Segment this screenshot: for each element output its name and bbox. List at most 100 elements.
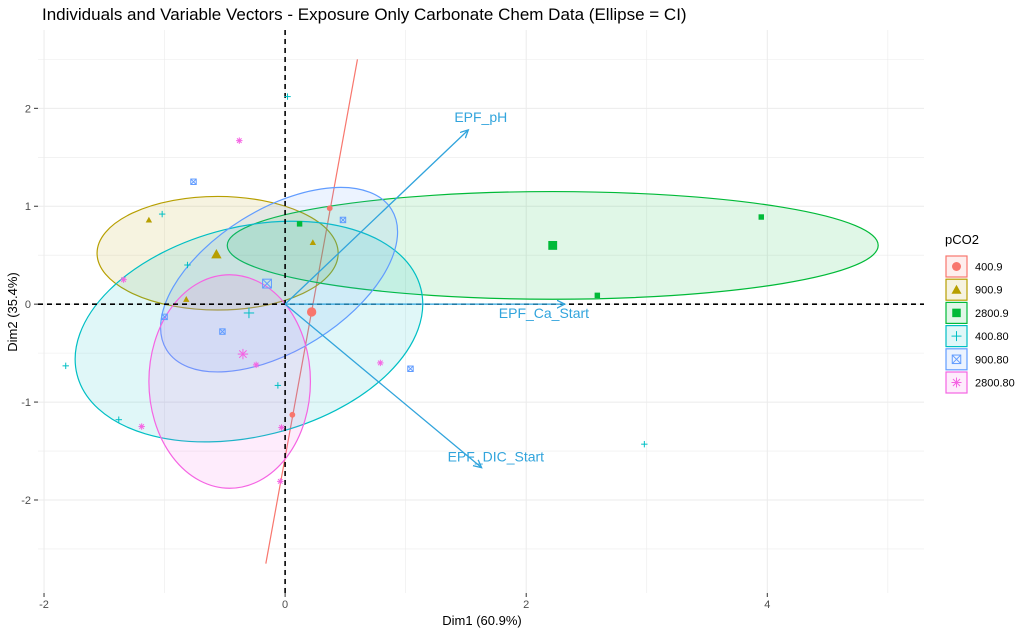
- legend: pCO2 400.9 900.9 2800.9 400.80 900.80 2800.80: [945, 232, 1015, 394]
- point-900.80-d2: [407, 365, 414, 372]
- legend-symbol-2800.80: [951, 377, 962, 388]
- point-2800.80: [236, 137, 243, 144]
- centroid-2800.80-arm: [238, 350, 247, 359]
- vector-EPF_pH: [284, 130, 468, 305]
- legend-symbol-900.80-d2: [951, 354, 962, 364]
- point-400.80: [641, 440, 648, 448]
- y-tick-label: -2: [21, 495, 31, 507]
- point-900.9: [309, 239, 317, 246]
- legend-label-900.9: 900.9: [975, 285, 1003, 297]
- point-900.80: [407, 365, 414, 372]
- legend-title: pCO2: [945, 232, 979, 247]
- vector-label-EPF_DIC_Start: EPF_DIC_Start: [448, 449, 545, 465]
- legend-label-400.80: 400.80: [975, 331, 1009, 343]
- confidence-ellipse-2800.80: [148, 274, 312, 489]
- legend-symbol-900.9-triangle: [951, 284, 962, 294]
- point-400.80: [115, 416, 122, 423]
- y-tick-label: -1: [21, 397, 31, 409]
- point-900.80-d2: [190, 178, 197, 185]
- centroid-400.9: [306, 307, 317, 317]
- legend-symbol-400.9: [952, 262, 961, 271]
- legend-symbol-2800.80-arm: [952, 378, 961, 387]
- legend-label-2800.80: 2800.80: [975, 378, 1015, 390]
- x-tick-label: 4: [764, 599, 770, 611]
- point-900.80: [339, 216, 347, 224]
- x-tick-label: -2: [39, 599, 49, 611]
- centroid-900.9-triangle: [211, 249, 222, 259]
- x-tick-label: 2: [523, 599, 529, 611]
- point-2800.80-arm: [120, 277, 127, 283]
- centroid-2800.9: [548, 240, 558, 250]
- point-400.80: [284, 93, 291, 100]
- point-900.80: [190, 178, 197, 185]
- point-400.80: [184, 261, 191, 269]
- centroid-900.9: [211, 249, 222, 259]
- point-900.9: [183, 296, 190, 302]
- point-900.9: [145, 216, 153, 223]
- point-400.9-circle: [289, 411, 296, 418]
- y-tick-label: 1: [25, 201, 31, 213]
- centroid-900.80: [262, 278, 272, 289]
- point-900.80-box: [407, 365, 414, 372]
- confidence-ellipse-900.80: [159, 186, 399, 373]
- point-2800.9: [594, 292, 601, 299]
- point-900.80-d2: [339, 216, 347, 224]
- point-2800.80-arm: [139, 423, 145, 430]
- centroid-2800.80: [237, 348, 249, 360]
- point-900.80-d2: [161, 313, 168, 320]
- legend-symbol-2800.9: [952, 308, 961, 318]
- individual-points: [62, 93, 764, 485]
- point-900.80: [219, 328, 226, 335]
- vector-label-EPF_Ca_Start: EPF_Ca_Start: [499, 305, 589, 321]
- vector-EPF_DIC_Start: [284, 303, 481, 468]
- point-900.80-box: [190, 178, 197, 185]
- centroid-2800.9-square: [548, 240, 558, 250]
- point-2800.80-arm: [253, 362, 259, 368]
- point-2800.80: [252, 361, 260, 369]
- point-900.80-d2: [219, 328, 226, 335]
- point-2800.80: [278, 424, 285, 431]
- point-2800.80: [138, 423, 145, 430]
- x-axis-title: Dim1 (60.9%): [442, 613, 521, 628]
- legend-symbol-400.80: [951, 331, 962, 342]
- chart-title: Individuals and Variable Vectors - Expos…: [42, 5, 687, 24]
- point-900.80-box: [339, 216, 347, 224]
- legend-label-400.9: 400.9: [975, 262, 1003, 274]
- point-400.80: [158, 210, 166, 218]
- confidence-ellipse-400.80: [74, 220, 424, 443]
- legend-symbol-400.9-circle: [952, 262, 961, 271]
- confidence-ellipses: [74, 59, 879, 564]
- y-axis-title: Dim2 (35.4%): [5, 272, 20, 351]
- point-400.80: [274, 382, 282, 389]
- point-900.9-triangle: [183, 296, 190, 302]
- centroid-900.80-box: [262, 278, 272, 289]
- point-2800.9: [758, 214, 764, 220]
- legend-symbol-2800.9-square: [952, 308, 961, 318]
- legend-symbol-900.9: [951, 284, 962, 294]
- point-900.80-box: [219, 328, 226, 335]
- point-900.80: [161, 313, 168, 321]
- point-900.9-triangle: [145, 216, 153, 223]
- point-900.80-box: [161, 313, 168, 321]
- point-2800.9: [296, 221, 303, 227]
- axes: -2 0 2 4 -2 -1 0 1 2: [21, 103, 770, 611]
- variable-vectors: EPF_pH EPF_Ca_Start EPF_DIC_Start: [284, 109, 589, 468]
- point-2800.80: [377, 359, 384, 367]
- point-400.9: [326, 205, 333, 212]
- point-2800.80-arm: [377, 360, 383, 366]
- point-2800.80-arm: [278, 424, 285, 431]
- point-2800.9-square: [758, 214, 764, 220]
- point-900.9-triangle: [309, 239, 317, 246]
- point-400.9-circle: [326, 205, 333, 212]
- point-2800.80-arm: [236, 138, 242, 144]
- centroid-400.80: [243, 307, 255, 319]
- vector-label-EPF_pH: EPF_pH: [454, 109, 507, 125]
- point-2800.80: [277, 478, 284, 485]
- legend-label-2800.9: 2800.9: [975, 308, 1009, 320]
- legend-symbol-900.80: [951, 354, 962, 365]
- point-2800.80: [120, 276, 127, 283]
- point-2800.9-square: [296, 221, 303, 227]
- y-tick-label: 0: [25, 299, 31, 311]
- point-400.80: [62, 362, 69, 370]
- point-400.9: [289, 411, 296, 418]
